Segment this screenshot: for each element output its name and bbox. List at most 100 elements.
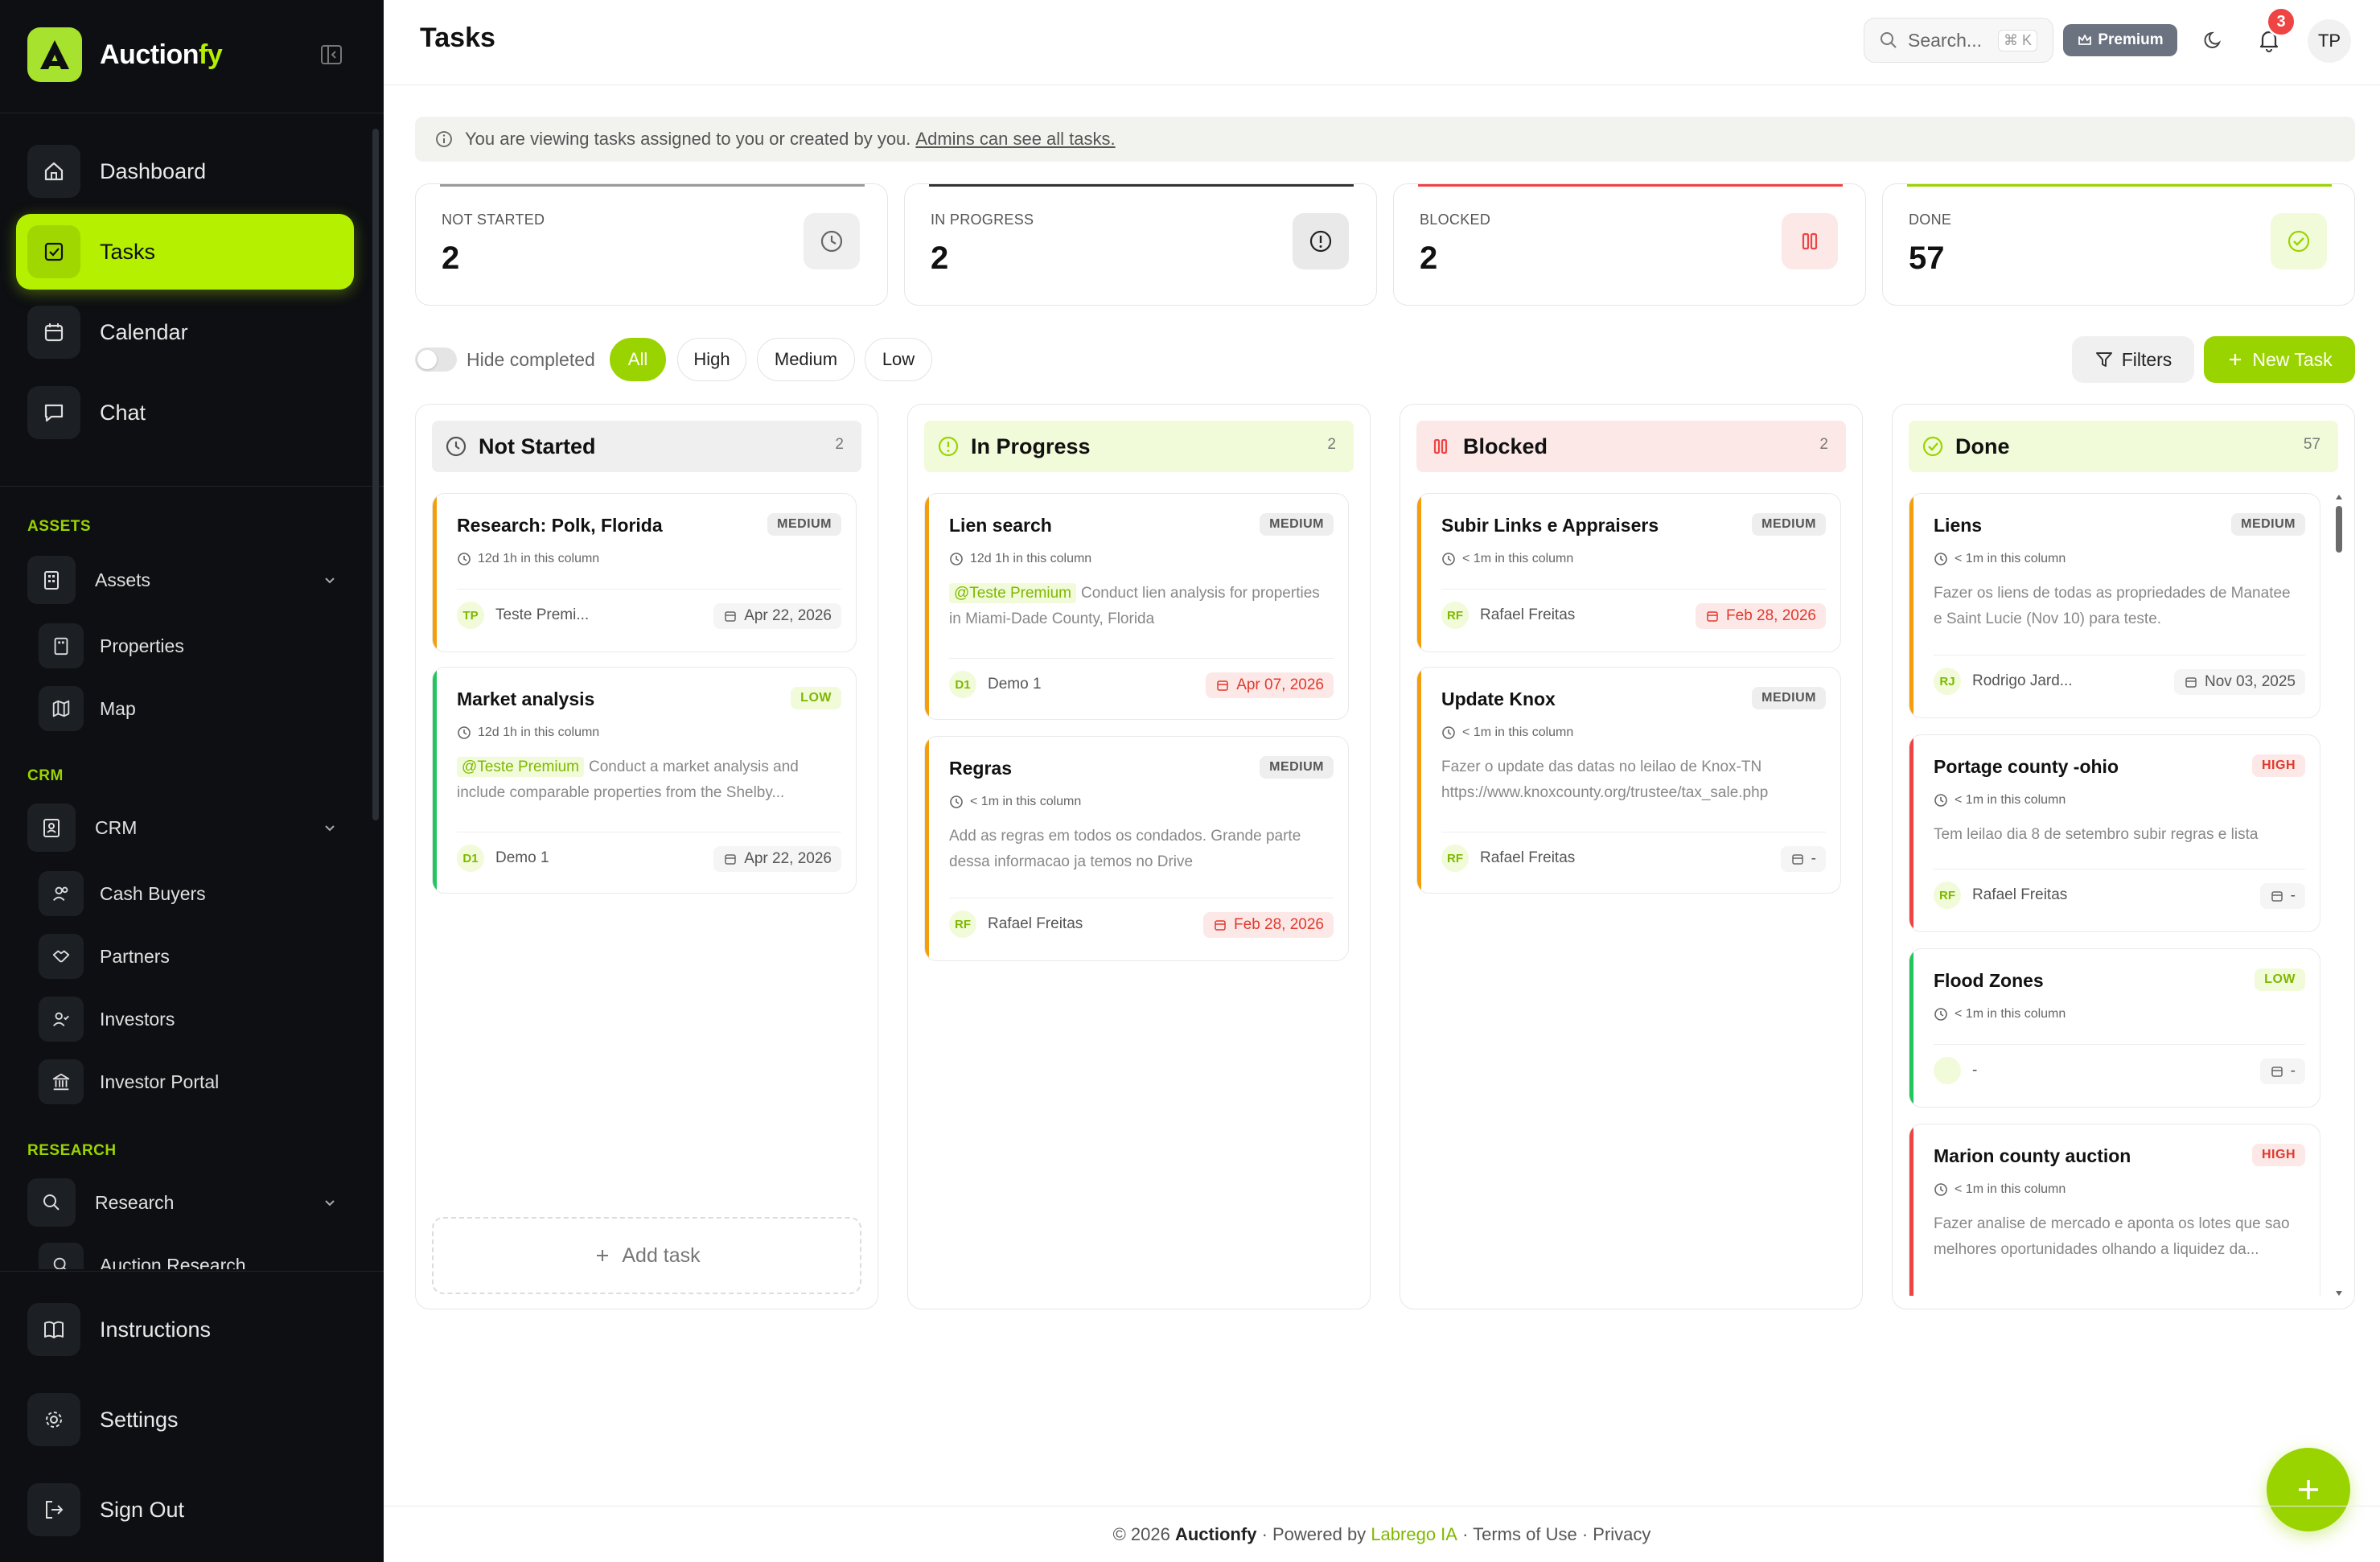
- nav-chat[interactable]: Chat: [16, 375, 354, 450]
- task-card[interactable]: Marion county auction HIGH < 1m in this …: [1909, 1124, 2320, 1296]
- avatar: RJ: [1934, 668, 1961, 695]
- status-bar: [1417, 494, 1421, 652]
- task-card[interactable]: Subir Links e Appraisers MEDIUM < 1m in …: [1416, 493, 1841, 652]
- nav-investor-portal[interactable]: Investor Portal: [39, 1055, 344, 1108]
- nav-properties[interactable]: Properties: [39, 619, 344, 672]
- assignee-name: Demo 1: [495, 849, 549, 866]
- assignee: D1 Demo 1: [949, 671, 1042, 698]
- avatar[interactable]: TP: [2308, 19, 2351, 63]
- avatar: RF: [1934, 882, 1961, 909]
- brand-logo-icon: [27, 27, 82, 82]
- theme-toggle-moon-icon[interactable]: [2198, 24, 2230, 56]
- nav-sign-out[interactable]: Sign Out: [16, 1472, 354, 1548]
- nav-cash-buyers[interactable]: Cash Buyers: [39, 867, 344, 920]
- task-card[interactable]: Regras MEDIUM < 1m in this column Add as…: [924, 736, 1349, 961]
- status-bar: [433, 668, 437, 893]
- filters-label: Filters: [2121, 348, 2172, 370]
- assignee: RF Rafael Freitas: [949, 910, 1083, 938]
- status-bar: [925, 494, 929, 719]
- column-scrollbar[interactable]: [2335, 493, 2343, 1297]
- time-in-column: < 1m in this column: [1934, 793, 2066, 808]
- add-task-button[interactable]: Add task: [432, 1217, 861, 1294]
- nav-label: Chat: [100, 400, 146, 425]
- nav-instructions[interactable]: Instructions: [16, 1292, 354, 1367]
- sidebar: Auctionfy Dashboard Tasks Calendar Chat …: [0, 0, 384, 1562]
- handshake-icon: [39, 934, 84, 979]
- hide-completed-toggle[interactable]: [415, 347, 457, 372]
- section-label-research: RESEARCH: [27, 1142, 117, 1159]
- column-title: In Progress: [971, 434, 1091, 458]
- nav-dashboard[interactable]: Dashboard: [16, 134, 354, 209]
- task-description: @Teste Premium Conduct a market analysis …: [457, 757, 799, 801]
- footer: © 2026 Auctionfy · Powered by Labrego IA…: [384, 1506, 2380, 1562]
- sidebar-scrollbar[interactable]: [372, 129, 379, 820]
- nav-assets[interactable]: Assets: [27, 553, 349, 606]
- brand[interactable]: Auctionfy: [27, 24, 223, 85]
- task-title: Liens: [1934, 515, 1983, 536]
- users-icon: [39, 871, 84, 916]
- scroll-up-icon[interactable]: [2335, 493, 2343, 501]
- nav-calendar[interactable]: Calendar: [16, 294, 354, 370]
- nav-tasks[interactable]: Tasks: [16, 214, 354, 290]
- assignee: RF Rafael Freitas: [1441, 845, 1575, 872]
- done-scroll-area[interactable]: Liens MEDIUM < 1m in this column Fazer o…: [1893, 485, 2354, 1296]
- filters-button[interactable]: Filters: [2072, 336, 2194, 383]
- stat-accent-line: [440, 184, 865, 187]
- building-icon: [39, 623, 84, 668]
- chip-low[interactable]: Low: [865, 338, 932, 381]
- avatar: D1: [457, 845, 484, 872]
- nav-auction-research[interactable]: Auction Research: [39, 1239, 344, 1269]
- task-card[interactable]: Market analysis LOW 12d 1h in this colum…: [432, 667, 857, 894]
- scrollbar-thumb[interactable]: [2336, 506, 2342, 553]
- task-card[interactable]: Portage county -ohio HIGH < 1m in this c…: [1909, 734, 2320, 932]
- new-task-button[interactable]: New Task: [2204, 336, 2355, 383]
- assignee: RJ Rodrigo Jard...: [1934, 668, 2073, 695]
- assignee-name: Rafael Freitas: [988, 915, 1083, 932]
- assignee: D1 Demo 1: [457, 845, 549, 872]
- chevron-down-icon: [322, 571, 338, 593]
- due-date: Apr 07, 2026: [1206, 672, 1334, 698]
- avatar: RF: [1441, 602, 1469, 629]
- task-card[interactable]: Flood Zones LOW < 1m in this column - -: [1909, 948, 2320, 1108]
- task-card[interactable]: Update Knox MEDIUM < 1m in this column F…: [1416, 667, 1841, 894]
- nav-settings[interactable]: Settings: [16, 1382, 354, 1457]
- task-card[interactable]: Research: Polk, Florida MEDIUM 12d 1h in…: [432, 493, 857, 652]
- search-placeholder: Search...: [1908, 29, 1983, 51]
- mention[interactable]: @Teste Premium: [949, 583, 1076, 603]
- add-fab-button[interactable]: [2267, 1448, 2350, 1531]
- avatar: RF: [1441, 845, 1469, 872]
- task-card[interactable]: Lien search MEDIUM 12d 1h in this column…: [924, 493, 1349, 720]
- premium-label: Premium: [2098, 31, 2164, 48]
- search-input[interactable]: Search... ⌘ K: [1864, 18, 2053, 63]
- alert-circle-icon: [1293, 213, 1349, 269]
- footer-brand: Auctionfy: [1174, 1523, 1257, 1544]
- scroll-down-icon[interactable]: [2335, 1289, 2343, 1297]
- clock-icon: [950, 553, 963, 565]
- chip-all[interactable]: All: [610, 338, 666, 381]
- mention[interactable]: @Teste Premium: [457, 757, 584, 777]
- footer-terms-link[interactable]: · Terms of Use: [1462, 1523, 1577, 1544]
- nav-map[interactable]: Map: [39, 682, 344, 735]
- clock-icon: [1934, 1008, 1947, 1021]
- time-in-column: < 1m in this column: [949, 795, 1081, 809]
- assignee-name: Rafael Freitas: [1480, 606, 1576, 623]
- admins-link[interactable]: Admins can see all tasks.: [915, 129, 1116, 149]
- footer-privacy-link[interactable]: · Privacy: [1581, 1523, 1651, 1544]
- collapse-sidebar-icon[interactable]: [319, 42, 344, 68]
- task-title: Portage county -ohio: [1934, 756, 2119, 777]
- column-count: 2: [835, 436, 844, 453]
- premium-badge[interactable]: Premium: [2063, 24, 2177, 56]
- chip-medium[interactable]: Medium: [757, 338, 855, 381]
- task-card[interactable]: Liens MEDIUM < 1m in this column Fazer o…: [1909, 493, 2320, 718]
- status-bar: [1909, 1124, 1913, 1296]
- footer-powered-link[interactable]: Labrego IA: [1371, 1523, 1457, 1544]
- calendar-icon: [725, 854, 736, 865]
- nav-investors[interactable]: Investors: [39, 993, 344, 1046]
- nav-crm[interactable]: CRM: [27, 801, 349, 854]
- nav-research[interactable]: Research: [27, 1176, 349, 1229]
- clock-icon: [1934, 794, 1947, 807]
- assignee: -: [1934, 1057, 1977, 1084]
- nav-partners[interactable]: Partners: [39, 930, 344, 983]
- chip-high[interactable]: High: [677, 338, 746, 381]
- nav-label: Dashboard: [100, 158, 207, 183]
